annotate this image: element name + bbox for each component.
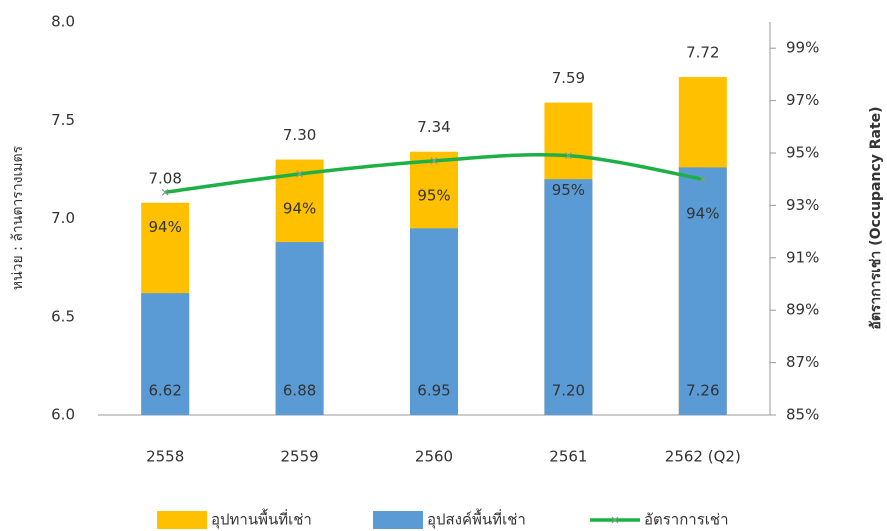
data-label: 95% — [417, 186, 450, 204]
x-tick-label: 2558 — [146, 448, 184, 466]
data-label: 94% — [686, 205, 719, 223]
data-label: 94% — [149, 218, 182, 236]
data-label: 7.34 — [417, 118, 450, 136]
data-label: 7.59 — [552, 69, 585, 87]
data-label: 7.72 — [686, 44, 719, 62]
legend-marker — [611, 516, 619, 524]
data-label: 7.30 — [283, 126, 316, 144]
legend-label: อุปสงค์พื้นที่เช่า — [427, 509, 526, 530]
data-label: 6.88 — [283, 382, 316, 400]
y2-tick-label: 93% — [786, 196, 819, 214]
data-label: 95% — [552, 181, 585, 199]
data-label: 6.95 — [417, 382, 450, 400]
x-tick-label: 2560 — [415, 448, 453, 466]
y2-tick-label: 87% — [786, 353, 819, 371]
y-tick-label: 6.0 — [51, 406, 75, 424]
y2-tick-label: 89% — [786, 301, 819, 319]
y-tick-label: 7.0 — [51, 209, 75, 227]
x-tick-label: 2559 — [281, 448, 319, 466]
x-tick-label: 2561 — [549, 448, 587, 466]
data-label: 94% — [283, 199, 316, 217]
y-tick-label: 7.5 — [51, 111, 75, 129]
legend-label: อุปทานพื้นที่เช่า — [211, 509, 312, 530]
line-marker — [430, 157, 438, 165]
legend-swatch — [373, 511, 423, 529]
bar — [275, 242, 324, 415]
data-label: 7.20 — [552, 382, 585, 400]
legend-swatch — [157, 511, 207, 529]
data-label: 7.08 — [148, 169, 181, 187]
line-marker — [564, 152, 572, 160]
x-tick-label: 2562 (Q2) — [665, 448, 741, 466]
y-axis-title: หน่วย : ล้านตารางเมตร — [10, 145, 26, 290]
legend-label: อัตราการเช่า — [644, 511, 729, 529]
y-tick-label: 8.0 — [51, 13, 75, 31]
y2-tick-label: 97% — [786, 91, 819, 109]
line-marker — [161, 188, 169, 196]
bar — [544, 179, 593, 415]
bar — [141, 293, 190, 415]
y2-tick-label: 95% — [786, 144, 819, 162]
bar — [410, 228, 458, 415]
y2-tick-label: 99% — [786, 39, 819, 57]
data-label: 6.62 — [148, 382, 181, 400]
line-marker — [296, 170, 304, 178]
y2-axis-title: อัตราการเช่า (Occupancy Rate) — [868, 106, 884, 329]
y2-tick-label: 85% — [786, 406, 819, 424]
bar — [678, 167, 727, 415]
y-tick-label: 6.5 — [51, 307, 75, 325]
data-label: 7.26 — [686, 382, 719, 400]
y2-tick-label: 91% — [786, 248, 819, 266]
line-marker — [699, 175, 707, 183]
